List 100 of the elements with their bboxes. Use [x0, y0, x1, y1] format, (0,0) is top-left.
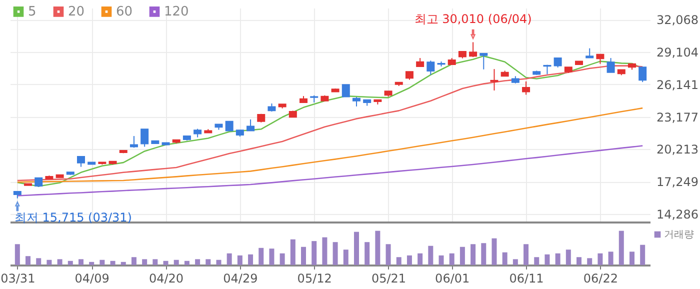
bar [100, 260, 105, 265]
bar [216, 260, 222, 265]
bar [512, 259, 518, 265]
bar [248, 254, 254, 265]
bar [26, 256, 31, 265]
y-tick-label: 17,249 [656, 175, 698, 190]
bar [152, 259, 158, 265]
bar [460, 246, 465, 265]
candlestick [246, 118, 255, 132]
bar [629, 252, 634, 265]
bar [46, 260, 52, 265]
candlestick [638, 66, 647, 83]
bar [131, 257, 136, 265]
bar [555, 253, 560, 265]
bar [396, 257, 402, 265]
bar [418, 253, 423, 265]
x-tick-label: 03/31 [0, 272, 36, 286]
bar [544, 254, 550, 265]
bar [174, 260, 179, 265]
candlestick [596, 54, 604, 64]
legend-label: 120 [164, 4, 189, 20]
bar [406, 255, 412, 265]
x-tick-label: 06/01 [435, 272, 470, 286]
candlestick [342, 84, 350, 98]
bar [534, 257, 540, 265]
legend-label: 60 [116, 4, 133, 20]
x-tick-label: 04/09 [74, 272, 110, 286]
bar [290, 239, 296, 265]
y-tick-label: 26,141 [656, 78, 698, 92]
bar [57, 259, 62, 265]
x-tick-label: 04/20 [148, 272, 184, 286]
bar [354, 232, 359, 265]
candlestick [34, 177, 43, 188]
bar [386, 244, 391, 265]
candlestick [490, 68, 498, 91]
legend-label: 20 [68, 4, 85, 20]
candlestick [426, 60, 435, 76]
candlestick [352, 96, 360, 107]
y-tick-label: 29,104 [656, 46, 698, 60]
bar [502, 252, 508, 265]
y-tick-label: 20,213 [656, 142, 698, 157]
bar [438, 255, 444, 265]
candlestick [76, 156, 85, 168]
bar [587, 258, 592, 265]
bar [89, 262, 94, 265]
bar [332, 242, 338, 265]
x-tick-label: 05/12 [297, 272, 332, 286]
bar [142, 259, 148, 265]
line-series [16, 107, 644, 183]
bar [449, 253, 454, 265]
bar [312, 241, 317, 265]
bar [576, 257, 582, 265]
bar [598, 253, 603, 265]
candlestick [554, 58, 562, 68]
candlestick [225, 120, 234, 132]
bar [608, 252, 614, 265]
bar [470, 244, 476, 265]
bar [428, 246, 434, 265]
bar [364, 242, 370, 265]
bar [14, 244, 20, 265]
bar [375, 230, 380, 265]
bar [68, 260, 73, 265]
bar [226, 253, 232, 265]
bar [206, 259, 211, 265]
candlestick [480, 52, 488, 70]
bar [184, 260, 190, 265]
bar [322, 237, 328, 265]
bar [524, 244, 529, 265]
bar [269, 248, 274, 265]
bar [163, 260, 168, 265]
legend-label: 5 [28, 4, 36, 20]
candlestick [140, 128, 149, 148]
bar [237, 255, 242, 265]
bar [492, 238, 497, 265]
x-tick-label: 04/29 [223, 272, 258, 286]
y-tick-label: 23,177 [656, 110, 698, 124]
bar [78, 259, 84, 265]
annotation: 최저 15,715 (03/31) [14, 210, 132, 224]
bar [120, 262, 126, 265]
bar [195, 259, 200, 265]
legend-label: 거래량 [664, 230, 694, 240]
candlestick [586, 48, 594, 58]
bar [258, 248, 264, 265]
bar [481, 243, 486, 265]
bar [640, 244, 646, 265]
bar [280, 253, 285, 265]
candlestick [522, 80, 530, 96]
x-tick-label: 05/21 [371, 272, 406, 286]
bar [36, 258, 42, 265]
bar [301, 246, 306, 265]
candlestick [606, 58, 615, 73]
bar [110, 260, 116, 265]
bar [618, 230, 624, 265]
annotation: 최고 30,010 (06/04) [414, 12, 532, 26]
y-tick-label: 14,286 [656, 207, 698, 222]
x-tick-label: 06/11 [509, 272, 544, 286]
bar [566, 250, 571, 265]
bar [343, 250, 348, 265]
candlestick [469, 42, 478, 58]
x-tick-label: 06/22 [583, 272, 618, 286]
